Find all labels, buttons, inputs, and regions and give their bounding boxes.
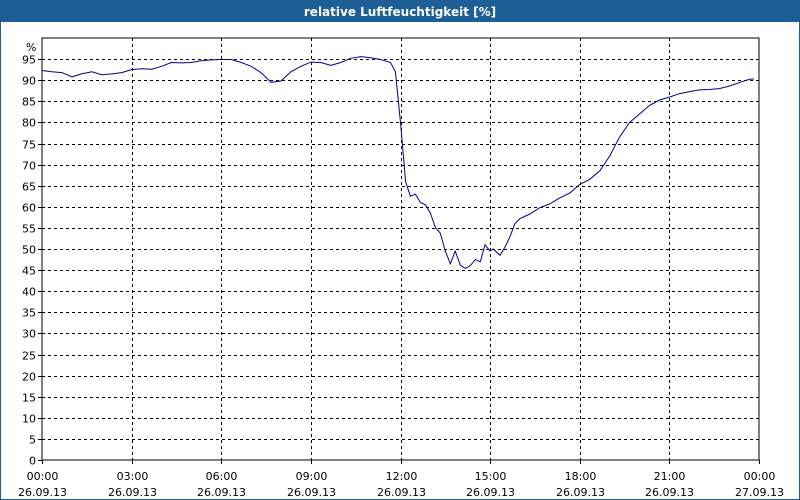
x-tick-time: 15:00 [475, 470, 507, 483]
y-tick-label: 15 [22, 392, 36, 405]
x-tick-date: 26.09.13 [287, 486, 336, 499]
plot-frame [41, 37, 760, 461]
axes [38, 37, 760, 464]
y-tick-label: 75 [22, 139, 36, 152]
x-tick-date: 26.09.13 [645, 486, 694, 499]
y-tick-label: 45 [22, 265, 36, 278]
y-tick-label: 65 [22, 181, 36, 194]
x-tick-time: 03:00 [117, 470, 149, 483]
y-tick-label: 85 [22, 96, 36, 109]
y-tick-label: 80 [22, 117, 36, 130]
x-tick-labels: 00:00 26.09.13 03:00 26.09.13 06:00 26.09.13 0… [18, 470, 784, 499]
y-tick-label: 35 [22, 307, 36, 320]
x-tick-time: 18:00 [565, 470, 597, 483]
chart-title: relative Luftfeuchtigkeit [%] [1, 1, 799, 22]
x-tick-time: 12:00 [386, 470, 418, 483]
x-tick-time: 00:00 [27, 470, 59, 483]
y-tick-label: 40 [22, 286, 36, 299]
y-tick-label: 90 [22, 75, 36, 88]
y-tick-label: 60 [22, 202, 36, 215]
x-tick-time: 21:00 [654, 470, 686, 483]
series [41, 56, 754, 269]
y-tick-label: 95 [22, 54, 36, 67]
y-tick-label: 0 [29, 455, 36, 468]
x-tick-date: 26.09.13 [197, 486, 246, 499]
grid [42, 38, 759, 460]
y-tick-label: 20 [22, 371, 36, 384]
y-tick-label: 30 [22, 328, 36, 341]
x-tick-date: 26.09.13 [18, 486, 67, 499]
y-tick-label: 10 [22, 413, 36, 426]
x-tick-date: 26.09.13 [377, 486, 426, 499]
x-tick-date: 26.09.13 [108, 486, 157, 499]
x-tick-date: 26.09.13 [556, 486, 605, 499]
x-tick-time: 00:00 [744, 470, 776, 483]
y-tick-label: 25 [22, 350, 36, 363]
x-tick-time: 09:00 [296, 470, 328, 483]
y-tick-labels: 0 5 10 15 20 25 30 35 40 45 50 55 60 65 70 75 80 85 90 95 [22, 54, 36, 468]
y-tick-label: 55 [22, 223, 36, 236]
y-tick-label: 5 [29, 434, 36, 447]
x-tick-date: 27.09.13 [735, 486, 784, 499]
y-axis-unit: % [26, 41, 36, 54]
y-tick-label: 70 [22, 160, 36, 173]
series-line [41, 56, 754, 269]
x-tick-time: 06:00 [206, 470, 238, 483]
x-tick-date: 26.09.13 [466, 486, 515, 499]
y-tick-label: 50 [22, 244, 36, 257]
